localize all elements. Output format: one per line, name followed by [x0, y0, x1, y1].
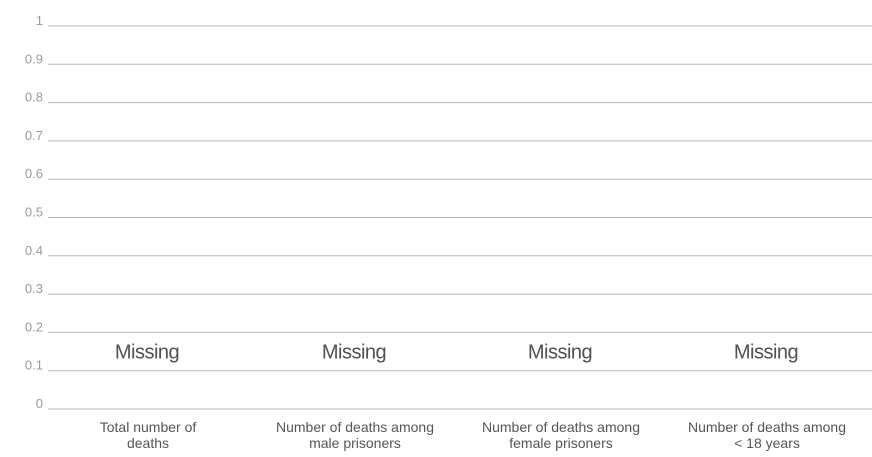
x-category-label-line: Number of deaths among [482, 419, 640, 435]
x-category-label-line: Number of deaths among [688, 419, 846, 435]
y-axis-ticks: 0 0.1 0.2 0.3 0.4 0.5 0.6 0.7 0.8 0.9 1 [25, 13, 43, 411]
y-tick-label: 0.1 [25, 358, 43, 373]
y-tick-label: 0.9 [25, 51, 43, 66]
y-tick-label: 0.8 [25, 90, 43, 105]
x-category-label: Number of deaths among male prisoners [276, 419, 434, 451]
y-tick-label: 0.2 [25, 319, 43, 334]
x-category-label-line: female prisoners [509, 435, 613, 451]
missing-value-label: Missing [528, 342, 592, 364]
y-tick-label: 0.7 [25, 128, 43, 143]
y-tick-label: 0.5 [25, 205, 43, 220]
y-tick-label: 0.4 [25, 243, 43, 258]
x-category-label-line: Total number of [100, 419, 197, 435]
y-tick-label: 0.6 [25, 166, 43, 181]
value-labels: Missing Missing Missing Missing [115, 342, 799, 364]
y-tick-label: 0 [36, 396, 43, 411]
missing-value-label: Missing [322, 342, 386, 364]
x-axis-labels: Total number of deaths Number of deaths am… [100, 419, 846, 451]
x-category-label-line: Number of deaths among [276, 419, 434, 435]
x-category-label-line: male prisoners [309, 435, 401, 451]
y-tick-label: 1 [36, 13, 43, 28]
missing-value-label: Missing [115, 342, 179, 364]
x-category-label: Total number of deaths [100, 419, 197, 451]
y-tick-label: 0.3 [25, 281, 43, 296]
missing-value-label: Missing [734, 342, 798, 364]
gridlines [48, 25, 872, 410]
x-category-label: Number of deaths among female prisoners [482, 419, 640, 451]
x-category-label-line: deaths [127, 435, 169, 451]
x-category-label-line: < 18 years [734, 435, 800, 451]
x-category-label: Number of deaths among < 18 years [688, 419, 846, 451]
